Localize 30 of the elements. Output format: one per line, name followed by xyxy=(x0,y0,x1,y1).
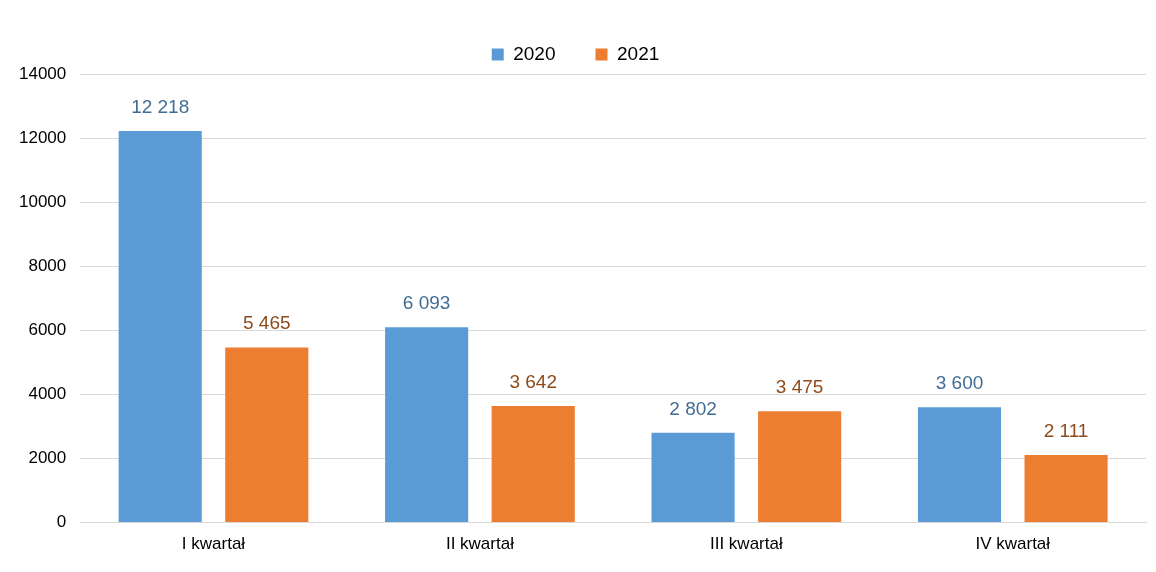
bar xyxy=(651,432,735,523)
data-label: 3 475 xyxy=(775,375,824,397)
y-tick-label: 10000 xyxy=(18,191,67,211)
data-label: 2 802 xyxy=(669,397,717,419)
y-tick-label: 4000 xyxy=(28,384,67,404)
bar xyxy=(917,407,1002,523)
legend-label: 2020 xyxy=(513,42,556,64)
y-tick-label: 6000 xyxy=(28,320,67,340)
data-label: 3 642 xyxy=(509,370,557,392)
bar xyxy=(385,327,469,523)
bar xyxy=(758,411,842,523)
y-tick-label: 14000 xyxy=(18,63,67,83)
x-tick-label: II kwartał xyxy=(445,534,515,554)
data-label: 2 111 xyxy=(1043,419,1089,441)
y-tick-label: 0 xyxy=(56,512,67,532)
y-tick-label: 12000 xyxy=(18,127,67,147)
bar xyxy=(491,405,575,523)
data-label: 5 465 xyxy=(243,312,291,334)
data-label: 3 600 xyxy=(935,371,984,393)
y-tick-label: 8000 xyxy=(28,255,67,275)
x-tick-label: III kwartał xyxy=(709,534,783,554)
x-tick-label: IV kwartał xyxy=(975,534,1051,554)
y-tick-label: 2000 xyxy=(28,448,67,468)
bar xyxy=(118,131,202,523)
bar xyxy=(225,347,309,523)
data-label: 12 218 xyxy=(131,95,190,117)
x-tick-label: I kwartał xyxy=(181,534,246,554)
legend-label: 2021 xyxy=(617,42,660,64)
data-label: 6 093 xyxy=(402,292,451,314)
bar xyxy=(1024,454,1108,523)
